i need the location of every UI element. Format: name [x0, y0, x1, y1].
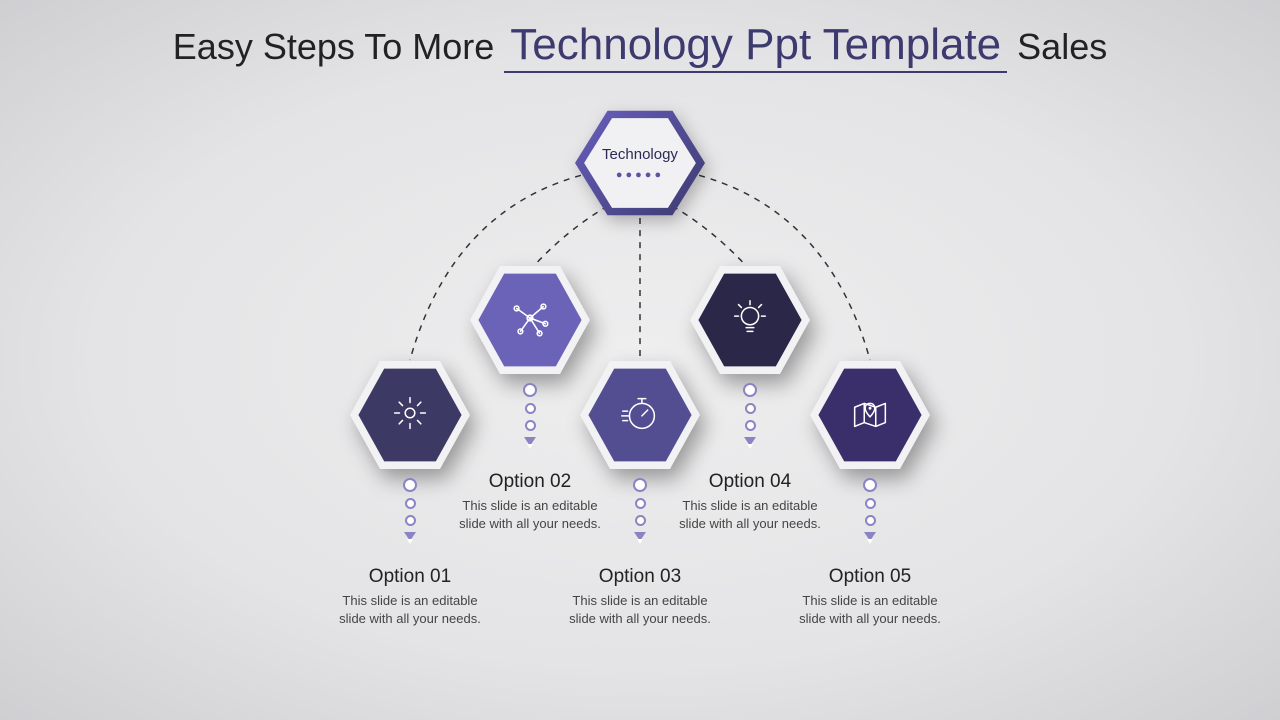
option-text-2: Option 02 This slide is an editable slid… [450, 471, 610, 532]
network-icon [507, 295, 553, 346]
option-title-3: Option 03 [560, 566, 720, 588]
option-title-1: Option 01 [330, 566, 490, 588]
top-hexagon: Technology ●●●●● [575, 105, 705, 221]
option-desc-2: This slide is an editable slide with all… [450, 497, 610, 532]
option-title-4: Option 04 [670, 471, 830, 493]
option-hexagon-4 [690, 260, 810, 380]
connector-dots-1 [400, 478, 420, 544]
connector-dots-5 [860, 478, 880, 544]
option-text-4: Option 04 This slide is an editable slid… [670, 471, 830, 532]
option-desc-3: This slide is an editable slide with all… [560, 592, 720, 627]
option-desc-1: This slide is an editable slide with all… [330, 592, 490, 627]
stopwatch-icon [617, 390, 663, 441]
option-hexagon-3 [580, 355, 700, 475]
option-hexagon-5 [810, 355, 930, 475]
option-desc-5: This slide is an editable slide with all… [790, 592, 950, 627]
option-text-5: Option 05 This slide is an editable slid… [790, 566, 950, 627]
connector-dots-3 [630, 478, 650, 544]
option-hexagon-1 [350, 355, 470, 475]
map-icon [847, 390, 893, 441]
top-hex-dots: ●●●●● [616, 169, 664, 181]
bulb-icon [727, 295, 773, 346]
top-hex-label: Technology [602, 146, 678, 163]
option-title-5: Option 05 [790, 566, 950, 588]
connector-dots-4 [740, 383, 760, 449]
option-hexagon-2 [470, 260, 590, 380]
diagram-stage: Technology ●●●●● Option 01 This slide is… [0, 0, 1280, 720]
option-desc-4: This slide is an editable slide with all… [670, 497, 830, 532]
connector-dots-2 [520, 383, 540, 449]
gear-icon [387, 390, 433, 441]
option-text-1: Option 01 This slide is an editable slid… [330, 566, 490, 627]
option-text-3: Option 03 This slide is an editable slid… [560, 566, 720, 627]
